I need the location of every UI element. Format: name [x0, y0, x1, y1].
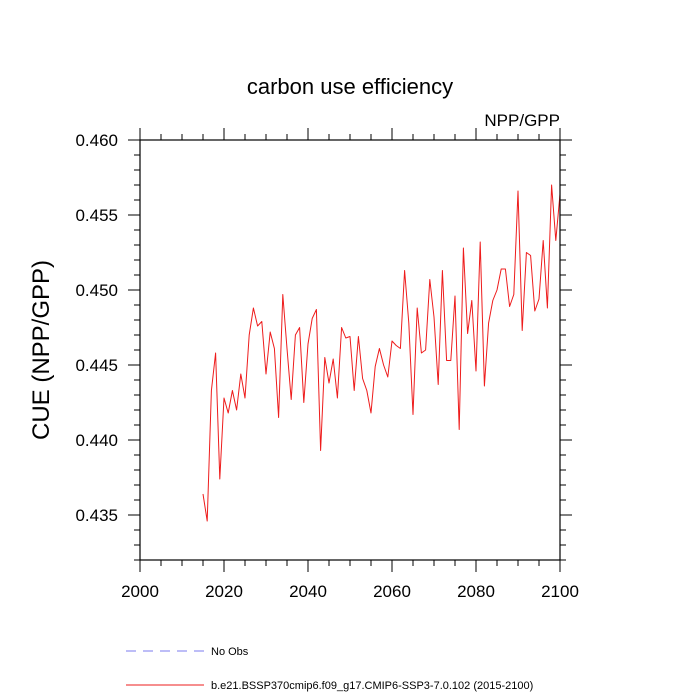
y-tick-label: 0.445	[75, 356, 118, 375]
y-tick-label: 0.460	[75, 131, 118, 150]
x-tick-label: 2000	[121, 582, 159, 601]
tick-labels: 2000 2020 2040 2060 2080 2100 0.435 0.440 0.445 0…	[75, 131, 578, 601]
plot-frame	[139, 139, 561, 561]
chart-subtitle: NPP/GPP	[484, 111, 560, 130]
axis-ticks	[128, 128, 572, 572]
x-tick-label: 2100	[541, 582, 579, 601]
y-tick-label: 0.450	[75, 281, 118, 300]
y-tick-label: 0.435	[75, 506, 118, 525]
chart-title: carbon use efficiency	[247, 74, 453, 99]
x-tick-label: 2080	[457, 582, 495, 601]
y-axis-label: CUE (NPP/GPP)	[28, 260, 55, 440]
legend-label-no-obs: No Obs	[211, 646, 249, 658]
x-tick-label: 2040	[289, 582, 327, 601]
series-line	[202, 184, 561, 522]
x-tick-label: 2020	[205, 582, 243, 601]
y-tick-label: 0.440	[75, 431, 118, 450]
x-tick-label: 2060	[373, 582, 411, 601]
y-tick-label: 0.455	[75, 206, 118, 225]
legend-label-model: b.e21.BSSP370cmip6.f09_g17.CMIP6-SSP3-7.…	[211, 680, 533, 692]
series-lines	[202, 184, 561, 522]
legend: No Obs b.e21.BSSP370cmip6.f09_g17.CMIP6-…	[126, 646, 533, 692]
